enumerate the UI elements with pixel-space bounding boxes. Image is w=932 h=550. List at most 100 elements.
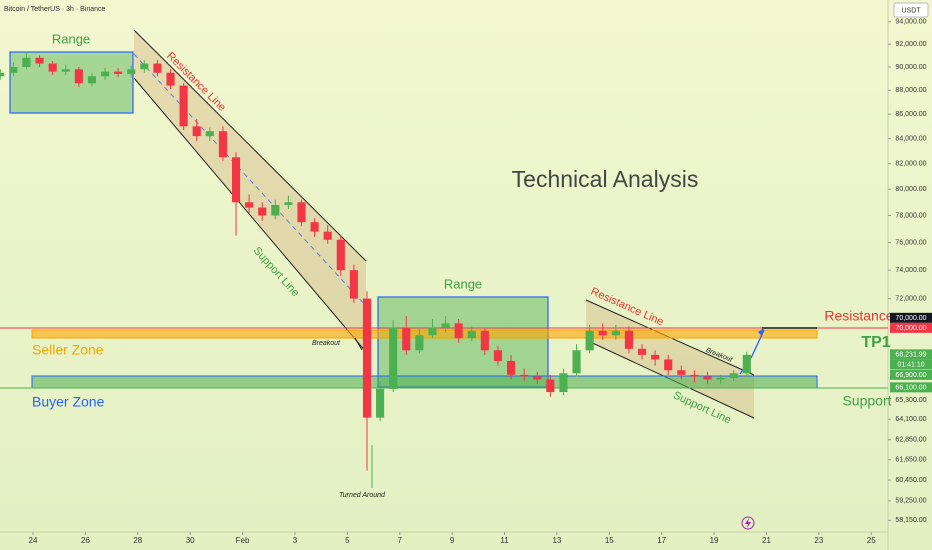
- candle-body: [35, 57, 44, 64]
- price-badge-label: 70,000.00: [895, 315, 926, 322]
- candle-body: [559, 373, 568, 393]
- y-tick-label: 94,000.00: [895, 19, 926, 26]
- currency: USDT: [901, 7, 921, 14]
- y-tick-label: 62,850.00: [895, 437, 926, 444]
- y-tick-label: 59,250.00: [895, 498, 926, 505]
- candle-body: [61, 69, 70, 72]
- arrow-head: [758, 328, 764, 336]
- range-label: Range: [52, 31, 90, 46]
- x-tick-label: 9: [450, 536, 455, 545]
- x-tick-label: 26: [81, 536, 90, 545]
- candle-body: [506, 360, 516, 375]
- candle-body: [22, 57, 31, 67]
- candle-body: [493, 350, 503, 361]
- candle-body: [611, 330, 620, 336]
- range-label: Range: [444, 276, 482, 291]
- y-tick-label: 72,000.00: [895, 295, 926, 302]
- alert-icon: [741, 516, 755, 530]
- x-tick-label: 15: [605, 536, 614, 545]
- candle-body: [729, 373, 738, 378]
- candle-body: [716, 377, 725, 380]
- y-tick-label: 76,000.00: [895, 239, 926, 246]
- y-tick-label: 86,000.00: [895, 111, 926, 118]
- candle-body: [9, 66, 18, 73]
- x-tick-label: 30: [186, 536, 195, 545]
- candle-body: [310, 222, 319, 232]
- candle-body: [218, 131, 227, 158]
- heading: Technical Analysis: [512, 166, 699, 192]
- currency-box: [893, 2, 929, 18]
- y-tick-label: 90,000.00: [895, 64, 926, 71]
- candle-body: [153, 63, 162, 73]
- candle-body: [742, 354, 751, 374]
- candle-body: [87, 76, 97, 84]
- candle-body: [114, 71, 123, 74]
- candle-body: [572, 350, 581, 374]
- y-tick-label: 84,000.00: [895, 135, 926, 142]
- price-badge-label: 68,231.99: [895, 352, 926, 359]
- price-badge-label: 70,000.00: [895, 325, 926, 332]
- price-badge-label: 66,900.00: [895, 372, 926, 379]
- candle-body: [192, 126, 201, 137]
- resistance-trendline: [133, 29, 367, 262]
- x-tick-label: 21: [762, 536, 771, 545]
- breakout-label: Breakout: [312, 340, 341, 347]
- support-label: Support: [842, 393, 891, 409]
- candle-body: [336, 239, 345, 271]
- candle-body: [546, 379, 555, 393]
- y-tick-label: 88,000.00: [895, 87, 926, 94]
- x-tick-label: 28: [133, 536, 142, 545]
- y-tick-label: 58,150.00: [895, 517, 926, 524]
- candle-body: [205, 131, 214, 137]
- y-tick-label: 65,300.00: [895, 397, 926, 404]
- candle-body: [637, 348, 647, 355]
- y-tick-label: 82,000.00: [895, 160, 926, 167]
- candle-body: [258, 207, 267, 216]
- candle-body: [533, 376, 542, 380]
- candles: [0, 52, 751, 471]
- seller-zone-label: Seller Zone: [32, 342, 104, 358]
- buyer-zone-label: Buyer Zone: [32, 394, 105, 410]
- candle-body: [467, 330, 476, 339]
- candle-body: [284, 202, 293, 205]
- turned-around-label: Turned Around: [339, 492, 386, 499]
- candle-body: [428, 327, 437, 336]
- candle-body: [441, 323, 450, 328]
- y-tick-label: 74,000.00: [895, 267, 926, 274]
- candle-body: [664, 359, 673, 371]
- x-tick-label: 19: [710, 536, 719, 545]
- alert-bolt: [745, 518, 751, 528]
- price-badge: [890, 322, 932, 333]
- candle-body: [402, 327, 411, 351]
- candle-body: [74, 69, 83, 84]
- candle-body: [598, 330, 607, 336]
- x-tick-label: 3: [293, 536, 298, 545]
- candle-body: [271, 204, 280, 216]
- candle-body: [349, 270, 358, 299]
- x-tick-label: 5: [345, 536, 350, 545]
- price-badge: [890, 349, 932, 360]
- candle-body: [179, 85, 188, 127]
- candle-body: [520, 374, 529, 377]
- candle-body: [245, 202, 254, 208]
- candle-body: [690, 374, 699, 377]
- y-tick-label: 61,650.00: [895, 457, 926, 464]
- candle-body: [140, 63, 149, 70]
- buyer-zone: [31, 375, 818, 389]
- price-badge: [890, 369, 932, 380]
- x-tick-label: 25: [867, 536, 876, 545]
- y-tick-label: 80,000.00: [895, 186, 926, 193]
- candle-body: [389, 327, 398, 389]
- x-tick-label: 24: [29, 536, 38, 545]
- tp1-label: TP1: [861, 334, 890, 351]
- candle-body: [415, 335, 424, 351]
- candle-body: [362, 298, 372, 418]
- candle-body: [48, 63, 57, 72]
- candle-body: [376, 388, 385, 418]
- candle-body: [231, 157, 241, 203]
- candle-body: [323, 231, 332, 240]
- candle-body: [0, 72, 5, 77]
- breakout-pointer: [354, 337, 363, 351]
- channel-midline: [133, 53, 367, 307]
